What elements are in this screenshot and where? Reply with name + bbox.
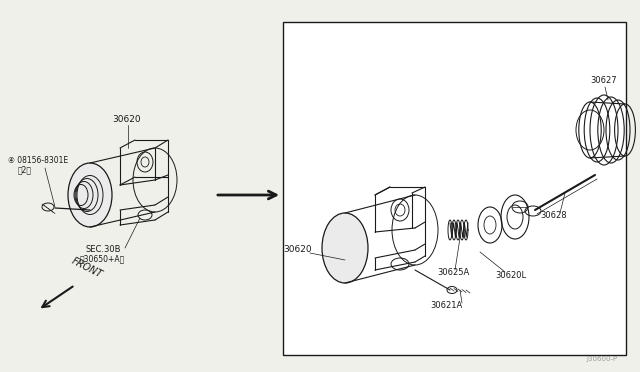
Ellipse shape	[68, 163, 112, 227]
Text: FRONT: FRONT	[70, 256, 104, 280]
Text: J30600-P: J30600-P	[587, 356, 618, 362]
Text: 30620: 30620	[112, 115, 141, 124]
Text: 30625A: 30625A	[437, 268, 469, 277]
Text: ＜30650+A＞: ＜30650+A＞	[80, 254, 125, 263]
Text: 30628: 30628	[540, 211, 566, 220]
Text: SEC.30B: SEC.30B	[85, 245, 120, 254]
Bar	[283, 22, 626, 355]
Text: ＜2＞: ＜2＞	[18, 165, 32, 174]
Text: 30621A: 30621A	[430, 301, 462, 310]
Text: 30620L: 30620L	[495, 271, 526, 280]
Text: ④ 08156-8301E: ④ 08156-8301E	[8, 156, 68, 165]
Ellipse shape	[322, 213, 368, 283]
Text: 30620: 30620	[283, 245, 312, 254]
Text: 30627: 30627	[590, 76, 616, 85]
